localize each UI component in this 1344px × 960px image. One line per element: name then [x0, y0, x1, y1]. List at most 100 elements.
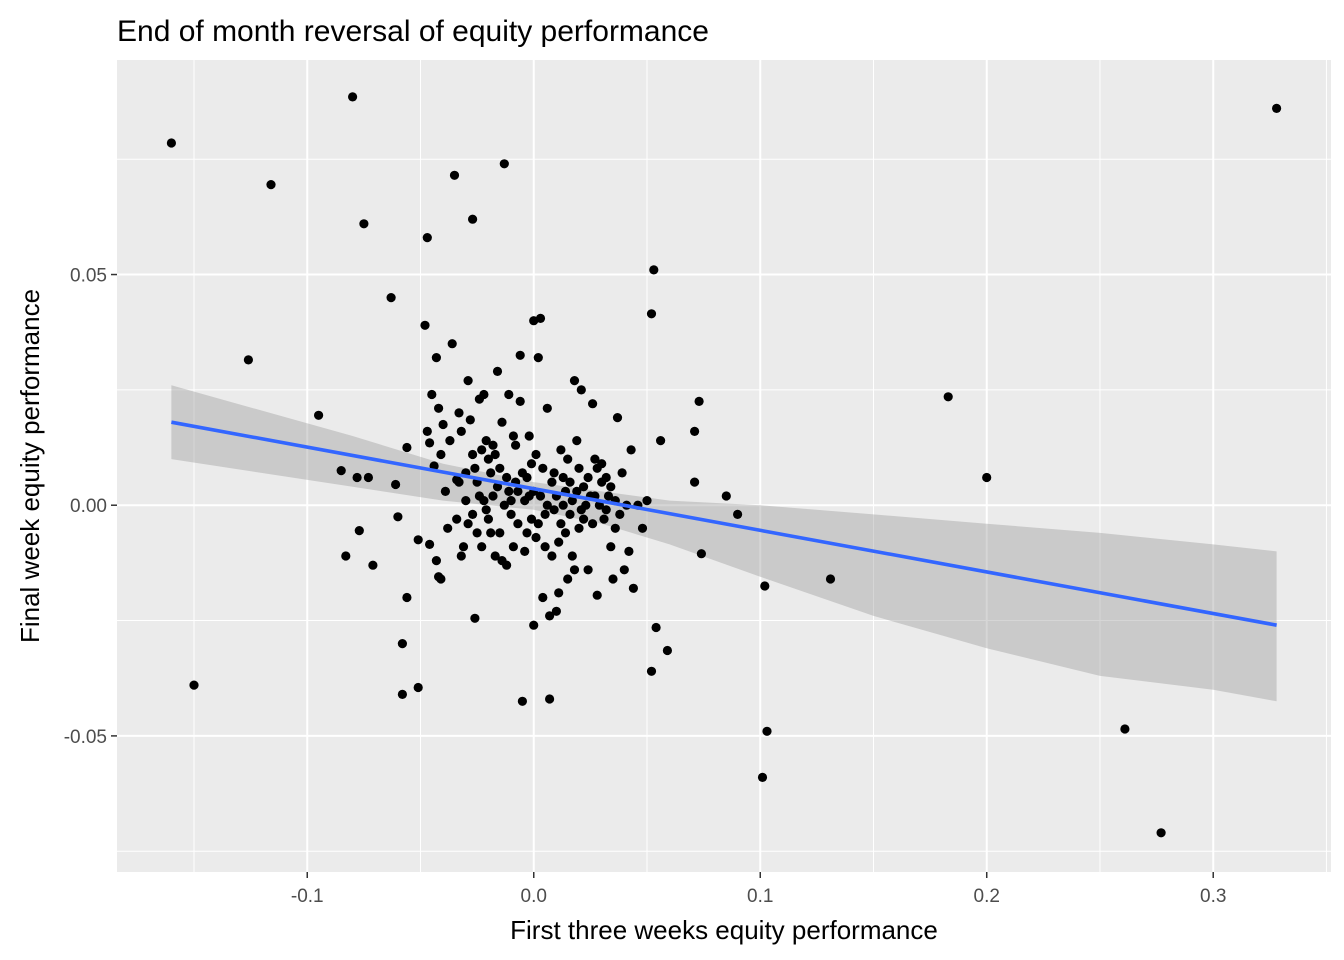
data-point — [690, 477, 700, 487]
data-point — [1120, 724, 1130, 734]
data-point — [569, 565, 580, 575]
x-tick-label: 0.3 — [1200, 886, 1226, 907]
data-point — [592, 590, 602, 600]
data-point — [628, 583, 639, 593]
data-point — [760, 581, 770, 591]
data-point — [642, 496, 652, 506]
data-point — [468, 449, 478, 460]
data-point — [425, 539, 435, 550]
data-point — [542, 500, 552, 510]
data-point — [425, 438, 435, 448]
data-point — [579, 482, 589, 492]
data-point — [542, 403, 552, 413]
data-point — [363, 472, 373, 483]
fit-line-layer — [171, 420, 1277, 627]
data-point — [495, 463, 505, 473]
data-point — [567, 551, 577, 561]
data-point — [617, 468, 627, 478]
data-point — [454, 408, 464, 418]
data-point — [1272, 103, 1282, 113]
data-point — [499, 500, 509, 510]
data-point — [597, 459, 607, 469]
y-tick-label: 0.00 — [70, 496, 107, 517]
data-point — [508, 542, 518, 552]
data-point — [1156, 828, 1166, 838]
data-point — [574, 523, 584, 533]
data-point — [483, 454, 493, 464]
data-point — [477, 445, 487, 455]
data-point — [825, 574, 836, 584]
data-point — [533, 353, 543, 363]
data-point — [427, 389, 437, 400]
data-point — [458, 542, 469, 552]
data-point — [517, 696, 528, 706]
data-point — [436, 574, 446, 584]
data-point — [538, 463, 548, 473]
data-point — [463, 376, 473, 386]
data-point — [520, 546, 530, 557]
data-point — [515, 396, 525, 406]
data-point — [610, 523, 620, 533]
data-point — [479, 389, 489, 400]
data-point — [386, 293, 396, 303]
data-point — [696, 549, 707, 559]
data-point — [481, 436, 491, 446]
data-point — [560, 528, 571, 538]
data-point — [391, 479, 401, 490]
data-point — [588, 519, 598, 529]
data-point — [243, 355, 253, 365]
data-point — [619, 565, 629, 575]
data-point — [352, 472, 362, 483]
data-point — [583, 472, 593, 483]
data-point — [649, 265, 659, 275]
data-point — [431, 353, 441, 363]
data-point — [368, 560, 378, 570]
data-point — [524, 431, 534, 441]
data-point — [615, 509, 625, 519]
data-point — [341, 551, 351, 561]
data-point — [506, 496, 516, 506]
data-point — [488, 491, 498, 501]
data-point — [662, 645, 673, 656]
data-point — [733, 509, 743, 519]
data-point — [547, 551, 557, 561]
data-point — [510, 440, 521, 450]
data-point — [606, 542, 616, 552]
data-point — [497, 417, 507, 427]
data-point — [545, 694, 555, 704]
data-point — [393, 512, 403, 522]
data-point — [438, 419, 448, 430]
data-point — [506, 509, 516, 519]
data-point — [574, 463, 584, 473]
data-point — [554, 537, 564, 547]
data-point — [576, 385, 586, 395]
data-point — [529, 620, 539, 630]
data-point — [420, 320, 430, 330]
data-point — [461, 496, 471, 506]
data-point — [422, 233, 432, 243]
data-point — [508, 431, 518, 441]
data-point — [579, 514, 589, 524]
data-point — [646, 309, 657, 319]
data-point — [495, 528, 505, 538]
data-point — [599, 514, 609, 524]
data-point — [531, 449, 541, 460]
data-point — [504, 486, 514, 496]
data-point — [606, 482, 616, 492]
data-point — [470, 613, 480, 623]
data-point — [549, 468, 559, 478]
data-point — [515, 350, 525, 360]
data-point — [651, 622, 661, 633]
data-point — [465, 415, 475, 425]
data-point — [397, 689, 407, 700]
x-tick-label: 0.2 — [974, 886, 1000, 907]
data-point — [762, 726, 772, 736]
data-point — [646, 666, 657, 676]
data-point — [354, 526, 364, 536]
data-point — [481, 505, 491, 515]
data-point — [336, 466, 346, 476]
data-point — [563, 454, 573, 464]
data-point — [583, 565, 593, 575]
y-axis-ticks: -0.05 0.00 0.05 — [64, 266, 117, 748]
data-point — [402, 592, 412, 603]
